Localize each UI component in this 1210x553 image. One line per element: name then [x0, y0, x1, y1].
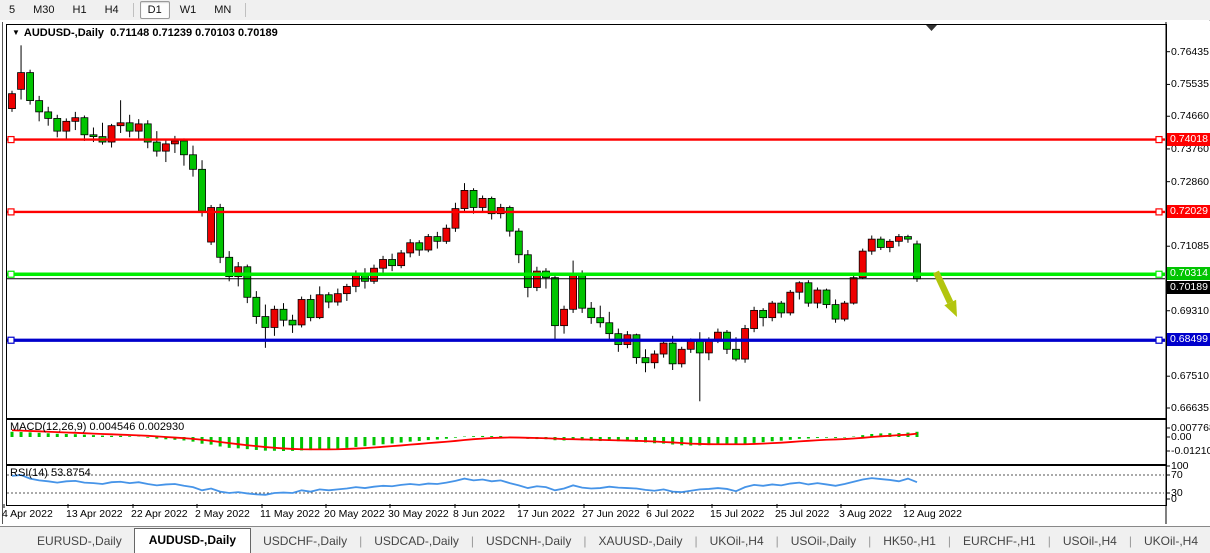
date-axis-label: 11 May 2022 — [260, 508, 320, 520]
tab-separator: | — [947, 534, 952, 548]
price-level-badge: 0.72029 — [1167, 204, 1210, 218]
price-level-badge: 0.74018 — [1167, 132, 1210, 146]
timeframe-button-mn[interactable]: MN — [214, 4, 232, 16]
main-chart-panel[interactable] — [6, 24, 1167, 419]
toolbar-separator — [132, 3, 134, 17]
price-axis-label: 0.71085 — [1171, 240, 1209, 253]
tab-separator: | — [470, 534, 475, 548]
macd-axis-label: 0.00 — [1171, 430, 1192, 443]
tab-audusd-daily[interactable]: AUDUSD-,Daily — [133, 528, 252, 553]
price-axis-label: 0.67510 — [1171, 370, 1209, 383]
date-axis-label: 25 Jul 2022 — [775, 508, 830, 520]
date-axis-label: 20 May 2022 — [324, 508, 385, 520]
timeframe-button-5[interactable]: 5 — [9, 4, 16, 16]
tab-separator: | — [583, 534, 587, 548]
chart-ohlc-values: 0.71148 0.71239 0.70103 0.70189 — [110, 27, 278, 39]
chart-symbol-label: AUDUSD-,Daily — [23, 27, 104, 39]
date-axis-label: 22 Apr 2022 — [131, 508, 188, 520]
date-axis-label: 17 Jun 2022 — [517, 508, 575, 520]
tab-eurusd-daily[interactable]: EURUSD-,Daily — [37, 534, 122, 548]
tab-usoil-daily[interactable]: USOil-,Daily — [790, 534, 857, 548]
tab-hk50-h1[interactable]: HK50-,H1 — [883, 534, 936, 548]
tab-usdcnh-daily[interactable]: USDCNH-,Daily — [486, 534, 572, 548]
date-axis-label: 2 May 2022 — [195, 508, 250, 520]
price-level-badge: 0.70314 — [1167, 267, 1210, 281]
date-axis-label: 3 Aug 2022 — [839, 508, 893, 520]
price-axis-label: 0.74660 — [1171, 110, 1209, 123]
tab-separator: | — [1047, 534, 1051, 548]
price-axis-label: 0.72860 — [1171, 175, 1209, 188]
rsi-indicator-label: RSI(14) 53.8754 — [10, 467, 91, 479]
date-axis-label: 8 Jun 2022 — [453, 508, 505, 520]
price-axis-label: 0.73760 — [1171, 142, 1209, 155]
chart-tab-bar: EURUSD-,Daily AUDUSD-,Daily USDCHF-,Daily |… — [0, 526, 1210, 553]
tab-usdcad-daily[interactable]: USDCAD-,Daily — [374, 534, 459, 548]
date-axis-label: 4 Apr 2022 — [2, 508, 53, 520]
timeframe-button-h4[interactable]: H4 — [104, 4, 119, 16]
price-axis-label: 0.75535 — [1171, 78, 1209, 91]
tab-separator: | — [694, 534, 698, 548]
date-axis-label: 6 Jul 2022 — [646, 508, 695, 520]
timeframe-button-d1[interactable]: D1 — [139, 1, 170, 19]
rsi-axis-label: 0 — [1171, 493, 1177, 505]
tab-ukoil-h4[interactable]: UKOil-,H4 — [1143, 534, 1198, 548]
date-axis-label: 13 Apr 2022 — [66, 508, 123, 520]
timeframe-button-w1[interactable]: W1 — [179, 4, 197, 16]
tab-separator: | — [359, 534, 363, 548]
rsi-axis-label: 70 — [1171, 469, 1183, 481]
macd-indicator-label: MACD(12,26,9) 0.004546 0.002930 — [10, 421, 185, 433]
date-axis-label: 15 Jul 2022 — [710, 508, 765, 520]
timeframe-button-h1[interactable]: H1 — [72, 4, 87, 16]
tab-separator: | — [1128, 534, 1132, 548]
price-level-badge: 0.70189 — [1167, 280, 1210, 294]
timeframe-button-m30[interactable]: M30 — [33, 4, 55, 16]
tab-ukoil-h4[interactable]: UKOil-,H4 — [709, 534, 764, 548]
price-level-badge: 0.68499 — [1167, 333, 1210, 347]
tab-usoil-h4[interactable]: USOil-,H4 — [1062, 534, 1117, 548]
price-axis-label: 0.66635 — [1171, 402, 1209, 414]
rsi-panel[interactable] — [6, 465, 1167, 506]
timeframe-toolbar: 5 M30 H1 H4 D1 W1 MN — [0, 0, 1210, 21]
symbol-dropdown-icon[interactable]: ▼ — [12, 28, 20, 37]
toolbar-separator — [245, 3, 247, 17]
tab-eurchf-h1[interactable]: EURCHF-,H1 — [963, 534, 1036, 548]
rsi-axis-label: 30 — [1171, 487, 1183, 499]
price-axis-label: 0.76435 — [1171, 45, 1209, 58]
chart-title: ▼ AUDUSD-,Daily 0.71148 0.71239 0.70103 0… — [12, 27, 278, 39]
date-axis-label: 27 Jun 2022 — [582, 508, 640, 520]
window-left-edge — [2, 22, 3, 524]
tab-separator: | — [868, 534, 872, 548]
date-axis-label: 30 May 2022 — [388, 508, 449, 520]
tab-separator: | — [775, 534, 779, 548]
macd-axis-label: 0.007768 — [1171, 422, 1210, 434]
price-axis-label: 0.69310 — [1171, 304, 1209, 317]
tab-usdchf-daily[interactable]: USDCHF-,Daily — [263, 534, 348, 548]
date-axis-label: 12 Aug 2022 — [903, 508, 962, 520]
tab-xauusd-daily[interactable]: XAUUSD-,Daily — [598, 534, 683, 548]
rsi-axis-label: 100 — [1171, 460, 1189, 472]
